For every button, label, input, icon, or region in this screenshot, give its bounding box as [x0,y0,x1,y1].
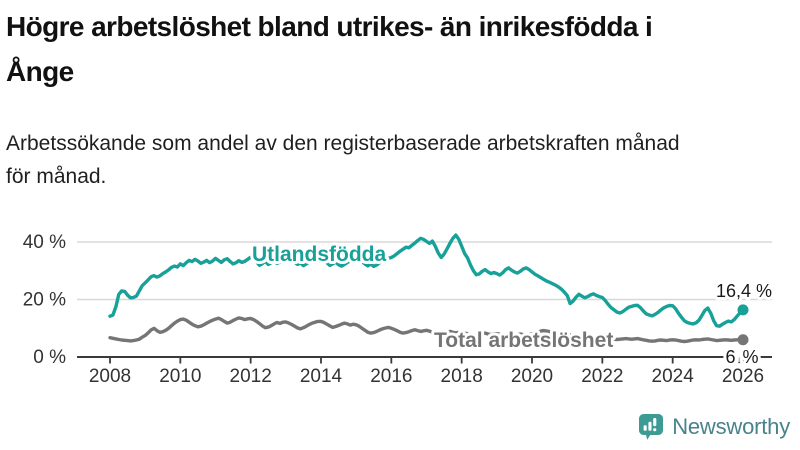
y-axis-tick-label: 20 % [23,290,66,311]
chart-subtitle-line-1: Arbetssökande som andel av den registerb… [6,132,680,155]
x-axis-tick-label: 2010 [159,366,201,387]
x-axis-tick-label: 2008 [89,366,131,387]
x-axis-tick-label: 2018 [441,366,483,387]
chart-subtitle: Arbetssökande som andel av den registerb… [6,127,746,193]
series-line-utlandsfödda [108,233,745,328]
series-label-utlandsfodda: Utlandsfödda [252,243,386,266]
latest-value-dot [737,334,749,346]
x-axis-tick-label: 2024 [652,366,695,387]
series-label-total: Total arbetslöshet [434,329,613,352]
x-axis-tick-label: 2022 [581,366,623,387]
x-axis-tick-label: 2026 [722,366,764,387]
x-axis-tick-label: 2016 [370,366,412,387]
end-label-utlandsfodda: 16,4 % [716,281,772,301]
x-axis-tick-label: 2020 [511,366,553,387]
latest-value-dot [737,304,749,316]
x-axis-tick-label: 2012 [230,366,272,387]
end-label-total: 6↓% [725,347,758,367]
chart-title: Högre arbetslöshet bland utrikes- än inr… [6,4,796,94]
chart-subtitle-line-2: för månad. [6,165,107,188]
y-axis-tick-label: 40 % [23,232,66,253]
chart-title-line-1: Högre arbetslöshet bland utrikes- än inr… [6,11,653,42]
x-axis-tick-label: 2014 [300,366,343,387]
y-axis-tick-label: 0 % [33,347,66,368]
series-line-total-arbetslöshet [108,316,745,344]
newsworthy-speech-bubble-bar-chart-icon [639,414,664,440]
newsworthy-wordmark: Newsworthy [672,414,790,439]
newsworthy-logo[interactable]: Newsworthy [638,413,790,441]
chart-title-line-2: Ånge [6,56,74,87]
